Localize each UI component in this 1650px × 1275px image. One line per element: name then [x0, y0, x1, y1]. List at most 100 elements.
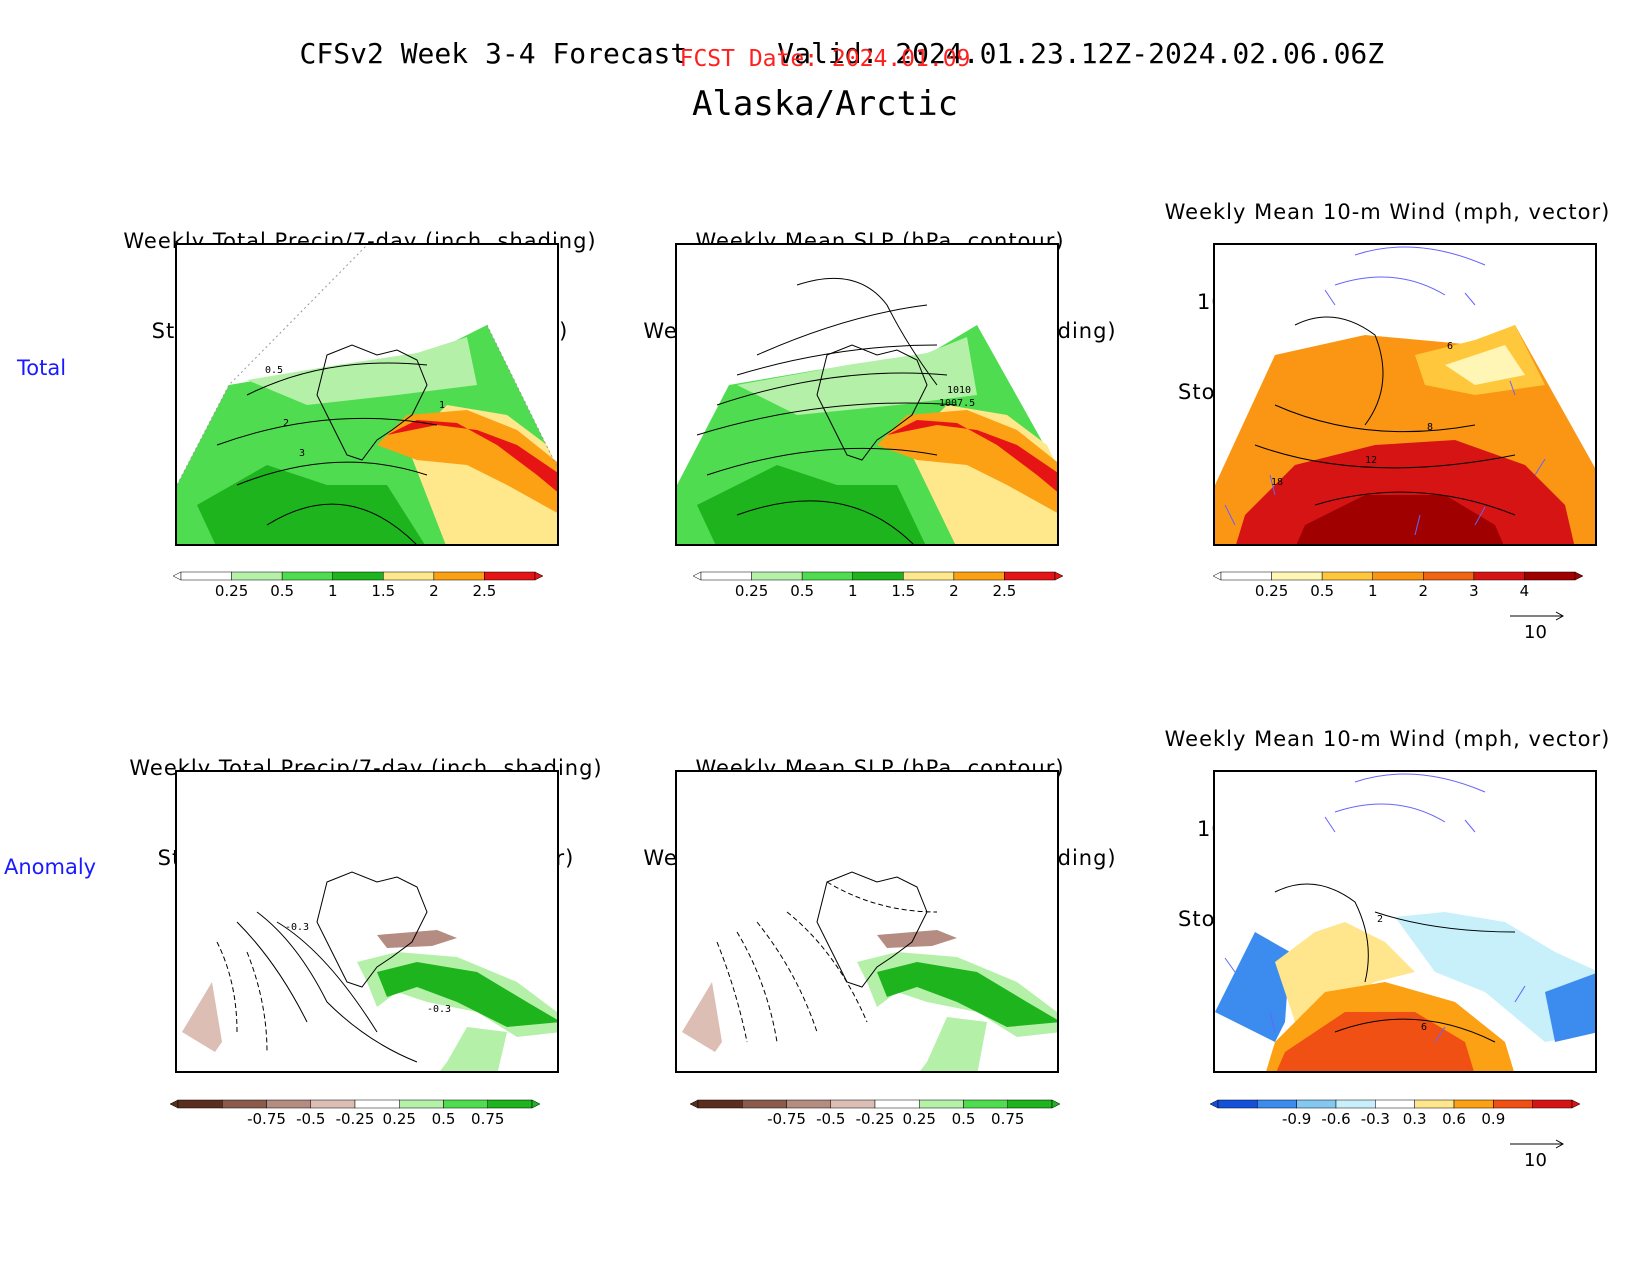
colorbar-segment: [1414, 1099, 1455, 1109]
colorbar-segment: [487, 1099, 533, 1109]
map-anom-precip: -0.3 -0.3: [175, 770, 559, 1073]
contour-label: 1007.5: [939, 398, 975, 409]
colorbar-segment: [874, 1099, 920, 1109]
colorbar-tick-label: 1: [848, 582, 858, 600]
colorbar-segment: [1220, 571, 1272, 581]
map-total-precip: 0.5 1 2 3: [175, 243, 559, 546]
map-total-wind: 6 8 12 18: [1213, 243, 1597, 546]
colorbar-segment: [801, 571, 853, 581]
colorbar-segment: [1296, 1099, 1337, 1109]
colorbar-segment: [1524, 571, 1576, 581]
colorbar-segment: [281, 571, 333, 581]
colorbar-end: [1212, 571, 1222, 581]
colorbar-tick-label: 0.6: [1442, 1110, 1466, 1128]
vector-reference-anom: 10: [1508, 1136, 1568, 1176]
colorbar-tick-label: 1.5: [891, 582, 915, 600]
colorbar-segment: [354, 1099, 400, 1109]
colorbar-segment: [786, 1099, 831, 1109]
title-valid: Valid: 2024.01.23.12Z-2024.02.06.06Z: [777, 37, 1385, 70]
colorbar-tick-label: 0.25: [735, 582, 768, 600]
colorbar-end: [1209, 1099, 1219, 1109]
row-label-anomaly: Anomaly: [4, 855, 97, 879]
colorbar-tick-label: 2.5: [472, 582, 496, 600]
colorbar-segment: [443, 1099, 488, 1109]
colorbar-tick-label: 0.25: [1255, 582, 1288, 600]
colorbar-segment: [433, 571, 485, 581]
colorbar-tick-label: -0.75: [247, 1110, 286, 1128]
colorbar-segment: [700, 571, 752, 581]
colorbar-segment: [953, 571, 1005, 581]
colorbar-end: [169, 1099, 179, 1109]
colorbar-segment: [1335, 1099, 1376, 1109]
colorbar-end: [1051, 1099, 1061, 1109]
colorbar-end: [172, 571, 182, 581]
colorbar-tick-label: -0.5: [296, 1110, 325, 1128]
map-anom-slp: [675, 770, 1059, 1073]
colorbar-segment: [1321, 571, 1373, 581]
contour-label: 0.5: [265, 365, 283, 376]
contour-label: 2: [283, 418, 289, 429]
colorbar-tick-label: 4: [1520, 582, 1530, 600]
title-line: Weekly Mean 10-m Wind (mph, vector): [1164, 200, 1611, 224]
colorbar-tick-label: 2.5: [992, 582, 1016, 600]
colorbar-tick-label: 0.3: [1403, 1110, 1427, 1128]
colorbar-segment: [903, 571, 955, 581]
title-line: Weekly Mean 10-m Wind (mph, vector): [1164, 727, 1611, 751]
contour-label: 1: [439, 400, 445, 411]
colorbar-tick-label: -0.75: [767, 1110, 806, 1128]
colorbar-anom-slp: -0.75 -0.5 -0.25 0.25 0.5 0.75: [689, 1096, 1090, 1136]
colorbar-segment: [1532, 1099, 1573, 1109]
vector-ref-label: 10: [1524, 622, 1547, 643]
colorbar-tick-label: -0.25: [856, 1110, 895, 1128]
contour-label: -0.3: [427, 1004, 451, 1015]
contour-label: 1010: [947, 385, 971, 396]
colorbar-tick-label: 0.5: [952, 1110, 976, 1128]
colorbar-segment: [830, 1099, 876, 1109]
colorbar-segment: [180, 571, 232, 581]
colorbar-segment: [1004, 571, 1056, 581]
colorbar-tick-label: -0.5: [816, 1110, 845, 1128]
colorbar-tick-label: -0.25: [336, 1110, 375, 1128]
row-label-total: Total: [17, 356, 67, 380]
region-title: Alaska/Arctic: [691, 84, 959, 124]
colorbar-tick-label: 0.25: [903, 1110, 936, 1128]
colorbar-end: [534, 571, 544, 581]
vector-ref-label: 10: [1524, 1150, 1547, 1171]
colorbar-segment: [963, 1099, 1008, 1109]
colorbar-end: [689, 1099, 699, 1109]
contour-label: 2: [1377, 914, 1383, 925]
colorbar-segment: [1453, 1099, 1494, 1109]
map-anom-wind: 2 6: [1213, 770, 1597, 1073]
colorbar-segment: [742, 1099, 787, 1109]
colorbar-segment: [1493, 1099, 1533, 1109]
main-title: CFSv2 Week 3-4 Forecast Valid: 2024.01.23…: [0, 4, 1650, 70]
colorbar-segment: [1372, 571, 1424, 581]
colorbar-total-wind: 0.25 0.5 1 2 3 4: [1212, 568, 1613, 608]
colorbar-segment: [1257, 1099, 1297, 1109]
colorbar-segment: [1271, 571, 1323, 581]
colorbar-tick-label: 1.5: [371, 582, 395, 600]
colorbar-tick-label: 2: [949, 582, 959, 600]
colorbar-segment: [751, 571, 803, 581]
colorbar-end: [1054, 571, 1064, 581]
contour-label: 18: [1271, 477, 1283, 488]
colorbar-segment: [697, 1099, 743, 1109]
colorbar-segment: [231, 571, 283, 581]
colorbar-tick-label: 0.75: [991, 1110, 1024, 1128]
colorbar-tick-label: -0.6: [1321, 1110, 1350, 1128]
colorbar-end: [692, 571, 702, 581]
colorbar-segment: [177, 1099, 223, 1109]
colorbar-segment: [1375, 1099, 1415, 1109]
colorbar-segment: [1423, 571, 1475, 581]
colorbar-tick-label: 0.5: [1310, 582, 1334, 600]
contour-label: -0.3: [285, 922, 309, 933]
vector-reference-total: 10: [1508, 608, 1568, 648]
colorbar-tick-label: 2: [429, 582, 439, 600]
colorbar-tick-label: 1: [1368, 582, 1378, 600]
colorbar-segment: [332, 571, 384, 581]
colorbar-segment: [1473, 571, 1525, 581]
colorbar-segment: [1007, 1099, 1053, 1109]
colorbar-segment: [919, 1099, 964, 1109]
colorbar-tick-label: 0.75: [471, 1110, 504, 1128]
fcst-date: FCST Date: 2024.01.09: [679, 46, 971, 72]
